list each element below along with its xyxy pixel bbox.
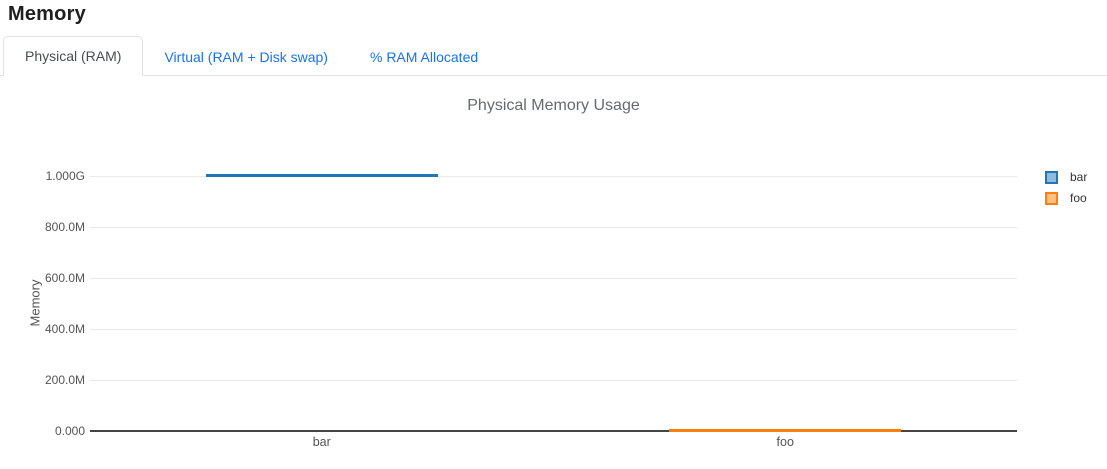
gridline [90,278,1017,279]
gridline [90,329,1017,330]
legend: bar foo [1045,170,1087,212]
tab-percent-ram-allocated[interactable]: % RAM Allocated [369,49,479,65]
legend-item-bar[interactable]: bar [1045,170,1087,184]
y-axis-title: Memory [27,279,43,327]
gridline [90,380,1017,381]
y-tick-label: 400.0M [44,322,85,336]
x-tick-label: foo [776,435,794,449]
x-tick-label: bar [312,435,331,449]
page-title: Memory [8,3,86,25]
physical-memory-usage-chart: Physical Memory Usage Memory bar foo 0.00… [0,76,1107,455]
memory-page: Memory Physical (RAM) Virtual (RAM + Dis… [0,3,1107,455]
chart-title: Physical Memory Usage [467,97,640,114]
gridline [90,176,1017,177]
tab-physical-ram[interactable]: Physical (RAM) [3,36,144,76]
legend-label: bar [1070,170,1088,184]
legend-label: foo [1070,191,1087,205]
x-axis-line [90,430,1017,432]
y-tick-label: 0.000 [54,424,85,438]
y-tick-label: 200.0M [44,373,85,387]
tab-virtual-ram-disk-swap[interactable]: Virtual (RAM + Disk swap) [164,49,328,65]
legend-swatch-icon [1045,191,1058,205]
legend-swatch-icon [1045,170,1058,184]
series-line-foo [669,429,902,432]
legend-item-foo[interactable]: foo [1045,191,1087,205]
gridline [90,227,1017,228]
series-line-bar [205,174,438,177]
y-tick-label: 1.000G [45,169,85,183]
y-tick-label: 800.0M [44,220,85,234]
tab-bar: Physical (RAM) Virtual (RAM + Disk swap)… [0,36,1107,76]
y-tick-label: 600.0M [44,271,85,285]
